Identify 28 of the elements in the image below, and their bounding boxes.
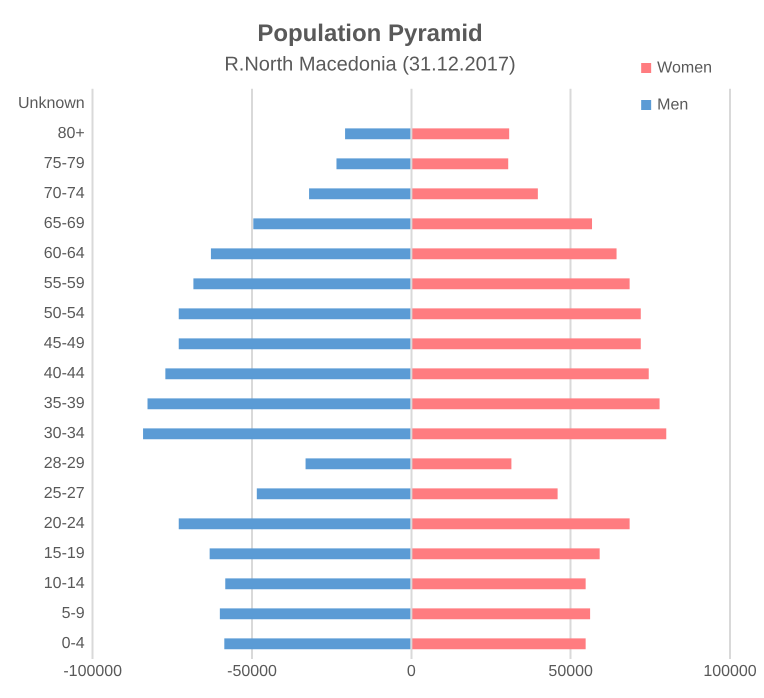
legend-label: Men — [657, 96, 688, 114]
chart-subtitle: R.North Macedonia (31.12.2017) — [224, 53, 516, 76]
x-tick-label: -50000 — [227, 662, 278, 680]
y-tick-label: 75-79 — [44, 155, 85, 172]
y-tick-label: 80+ — [58, 125, 85, 142]
x-tick-label: -100000 — [63, 662, 122, 680]
y-tick-label: Unknown — [18, 95, 85, 112]
y-tick-label: 20-24 — [44, 515, 85, 532]
y-tick-label: 5-9 — [62, 605, 85, 622]
x-tick-label: 0 — [406, 662, 416, 680]
y-tick-label: 50-54 — [44, 305, 85, 322]
x-tick-label: 50000 — [548, 662, 594, 680]
y-tick-label: 65-69 — [44, 215, 85, 232]
y-tick-label: 40-44 — [44, 365, 85, 382]
y-tick-label: 35-39 — [44, 395, 85, 412]
y-tick-label: 60-64 — [44, 245, 85, 262]
y-tick-label: 10-14 — [44, 575, 85, 592]
y-tick-label: 15-19 — [44, 545, 85, 562]
chart-title: Population Pyramid — [257, 20, 483, 48]
y-tick-label: 55-59 — [44, 275, 85, 292]
y-tick-label: 70-74 — [44, 185, 85, 202]
y-tick-label: 28-29 — [44, 455, 85, 472]
y-tick-label: 0-4 — [62, 635, 85, 652]
y-tick-label: 30-34 — [44, 425, 85, 442]
x-tick-label: 100000 — [703, 662, 757, 680]
y-tick-label: 45-49 — [44, 335, 85, 352]
legend-label: Women — [657, 59, 712, 76]
y-tick-label: 25-27 — [44, 485, 85, 502]
